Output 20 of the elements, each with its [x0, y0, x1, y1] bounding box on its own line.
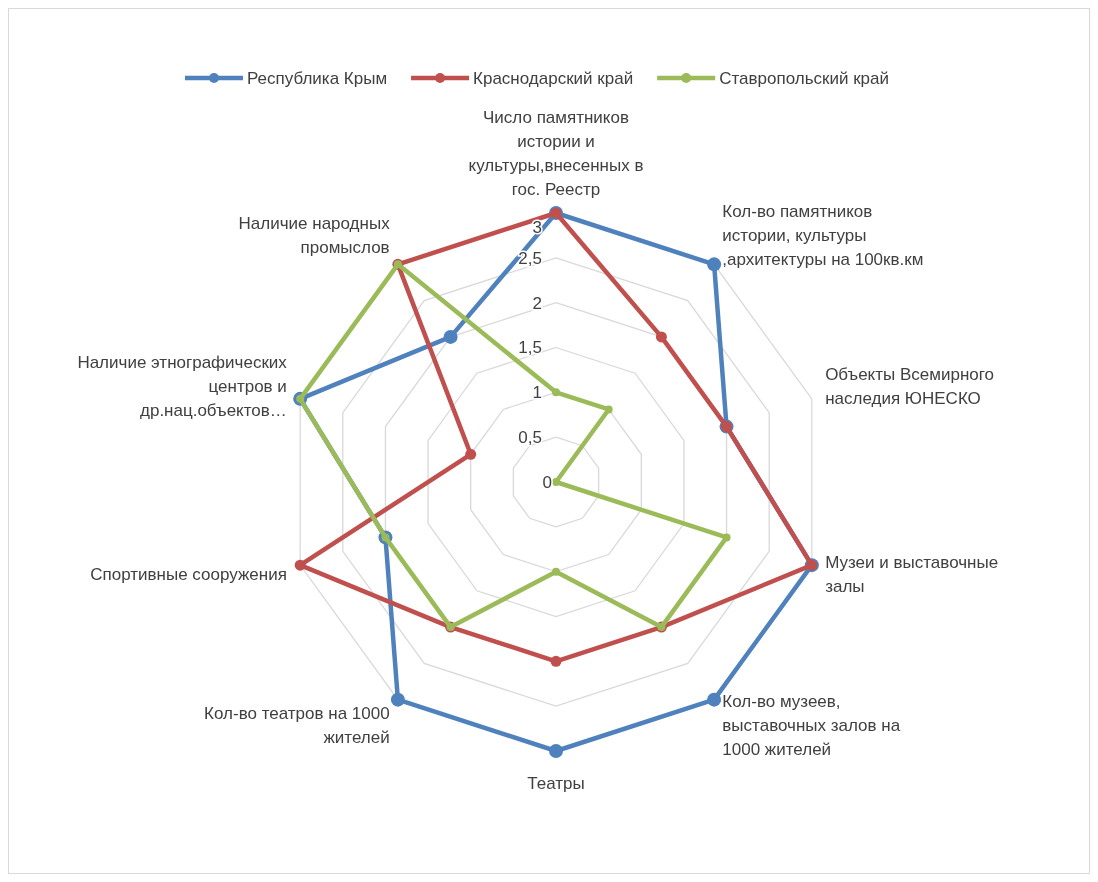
spoke-label: Кол-во памятников истории, культуры ,архитектуры на 100кв.км	[722, 202, 924, 270]
spoke-label: Кол-во музеев, выставочных залов на 1000 жителей	[722, 692, 901, 760]
legend-label: Республика Крым	[246, 68, 388, 88]
spoke-label: Театры	[527, 774, 585, 794]
y-tick-label: 3	[532, 217, 542, 237]
legend-label: Краснодарский край	[473, 68, 634, 88]
spoke-label: Музеи и выставочные залы	[825, 553, 999, 597]
y-tick-label: 0,5	[518, 428, 542, 448]
y-tick-label: 2	[532, 293, 542, 313]
spoke-label: Кол-во театров на 1000 жителей	[204, 704, 390, 748]
spoke-label: Спортивные сооружения	[90, 565, 287, 585]
y-tick-label: 0	[542, 472, 552, 492]
y-tick-label: 1	[532, 383, 542, 403]
y-tick-label: 2,5	[518, 248, 542, 268]
y-tick-label: 1,5	[518, 338, 542, 358]
spoke-label: Объекты Всемирного наследия ЮНЕСКО	[825, 365, 995, 409]
spoke-label: Число памятников истории и культуры,внесенных в гос. Реестр	[468, 108, 644, 200]
spoke-label: Наличие этнографических центров и др.нац.объектов…	[77, 353, 288, 421]
spoke-label: Наличие народных промыслов	[238, 214, 391, 258]
legend-label: Ставропольский край	[719, 68, 890, 88]
